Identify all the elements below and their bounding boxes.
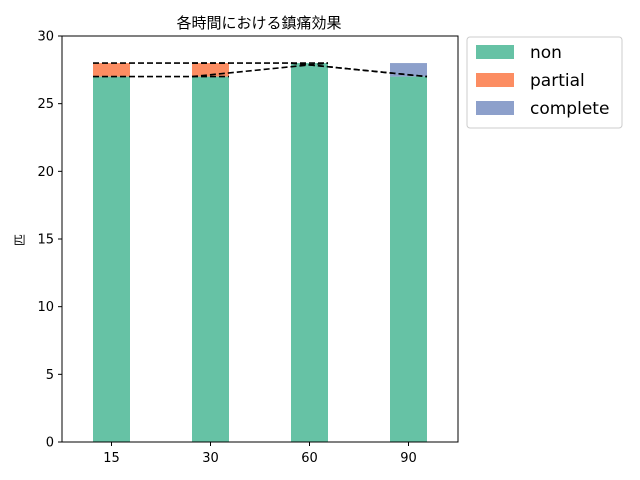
x-tick-label-90: 90	[400, 451, 417, 466]
bar-non-30	[192, 76, 229, 442]
x-tick-label-30: 30	[202, 451, 219, 466]
connector-line-60-90-partial	[290, 62, 428, 78]
x-tick-label-60: 60	[301, 451, 318, 466]
legend-label-complete: complete	[530, 99, 609, 119]
y-tick-label-0: 0	[46, 436, 54, 451]
bar-non-90	[390, 76, 427, 442]
legend-label-non: non	[530, 43, 562, 63]
bar-partial-15	[93, 63, 130, 77]
legend-swatch-complete	[476, 101, 514, 115]
bar-non-60	[291, 63, 328, 443]
y-tick-label-30: 30	[37, 30, 54, 45]
bar-non-15	[93, 76, 130, 442]
legend-swatch-partial	[476, 73, 514, 87]
y-tick-label-25: 25	[37, 97, 54, 112]
x-tick-label-15: 15	[103, 451, 120, 466]
y-tick-label-10: 10	[37, 300, 54, 315]
y-tick-label-5: 5	[46, 368, 54, 383]
chart-title: 各時間における鎮痛効果	[176, 14, 341, 32]
legend-swatch-non	[476, 45, 514, 59]
y-axis-label: 匹	[13, 234, 27, 246]
connector-lines	[93, 62, 428, 78]
y-tick-label-15: 15	[37, 233, 54, 248]
legend: non partial complete	[466, 36, 623, 129]
connector-line-30-60-non	[191, 62, 329, 78]
legend-label-partial: partial	[530, 71, 585, 91]
axes: 0 5 10 15 20 25 30 15 30 60 90	[37, 30, 459, 466]
bars-layer	[93, 63, 427, 443]
y-tick-label-20: 20	[37, 165, 54, 180]
